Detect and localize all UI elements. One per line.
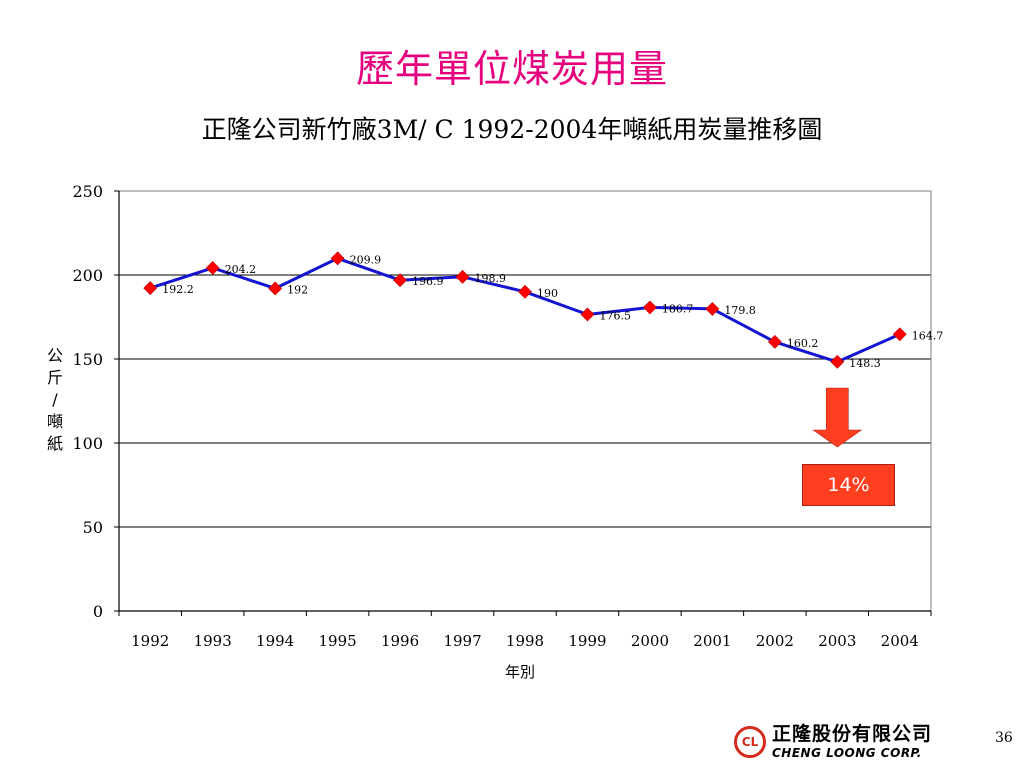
plot-frame [118,190,932,612]
gridlines [119,190,931,612]
x-tick-label: 1995 [319,632,357,650]
data-label: 198.9 [475,272,507,285]
y-tick-label: 100 [72,434,103,453]
y-tick-labels: 0 50 100 150 200 250 [72,182,103,621]
page-number: 36 [995,730,1013,746]
x-tick-label: 1999 [568,632,606,650]
data-point-marker [767,334,782,349]
x-tick-label: 2001 [693,632,731,650]
x-tick-label: 2000 [631,632,669,650]
data-point-marker [393,273,408,288]
slide-title: 歷年單位煤炭用量 [355,47,668,91]
data-labels: 192.2 204.2 192 209.9 196.9 198.9 190 176.5 180.… [162,253,943,369]
data-point-marker [205,261,220,275]
logo-mark-icon: CL [734,726,766,758]
data-label: 190 [537,287,558,300]
x-tick-label: 1993 [194,632,232,650]
y-tick-label: 50 [83,518,103,537]
data-label: 196.9 [412,275,444,288]
reduction-badge-text: 14% [827,474,870,496]
y-tick-label: 250 [72,182,103,201]
data-label: 179.8 [724,304,756,317]
data-label: 180.7 [662,302,694,315]
y-tick-label: 0 [93,602,103,621]
x-tick-label: 2003 [818,632,856,650]
axes [114,190,932,616]
data-label: 176.5 [599,309,631,322]
company-logo: CL 正隆股份有限公司 CHENG LOONG CORP. [734,722,932,762]
data-label: 164.7 [912,329,944,342]
logo-chinese-name: 正隆股份有限公司 [772,723,933,745]
x-tick-label: 1998 [506,632,544,650]
series [143,251,907,369]
chart-title: 正隆公司新竹廠3M/ C 1992-2004年噸紙用炭量推移圖 [201,115,823,144]
data-point-marker [892,327,907,342]
y-tick-label: 150 [72,350,103,369]
data-point-marker [455,269,470,284]
decrease-arrow [812,387,863,448]
x-axis-label: 年別 [504,663,535,681]
data-point-marker [642,300,657,315]
y-tick-label: 200 [72,266,103,285]
data-point-marker [268,281,283,296]
logo-text: 正隆股份有限公司 CHENG LOONG CORP. [772,723,933,760]
data-point-marker [705,302,720,316]
logo-english-name: CHENG LOONG CORP. [772,746,922,760]
data-point-marker [580,307,595,322]
x-tick-label: 2002 [756,632,794,650]
reduction-badge: 14% [802,464,895,506]
data-point-marker [830,354,845,369]
data-label: 209.9 [350,253,382,266]
x-tick-label: 1992 [131,632,169,650]
y-axis-label: 公 斤 / 噸 紙 [46,346,63,453]
data-label: 192.2 [162,283,194,296]
data-label: 160.2 [787,337,819,350]
data-point-marker [518,284,532,299]
x-tick-labels: 1992 1993 1994 1995 1996 1997 1998 1999 2000 2001… [131,632,919,650]
data-point-marker [330,251,345,266]
x-tick-label: 1996 [381,632,419,650]
down-arrow-icon [812,387,863,448]
data-point-marker [143,281,158,296]
x-tick-label: 1994 [256,632,294,650]
data-label: 192 [287,283,308,296]
x-tick-label: 2004 [881,632,919,650]
x-tick-label: 1997 [443,632,481,650]
data-label: 148.3 [849,357,881,370]
data-label: 204.2 [225,263,257,276]
